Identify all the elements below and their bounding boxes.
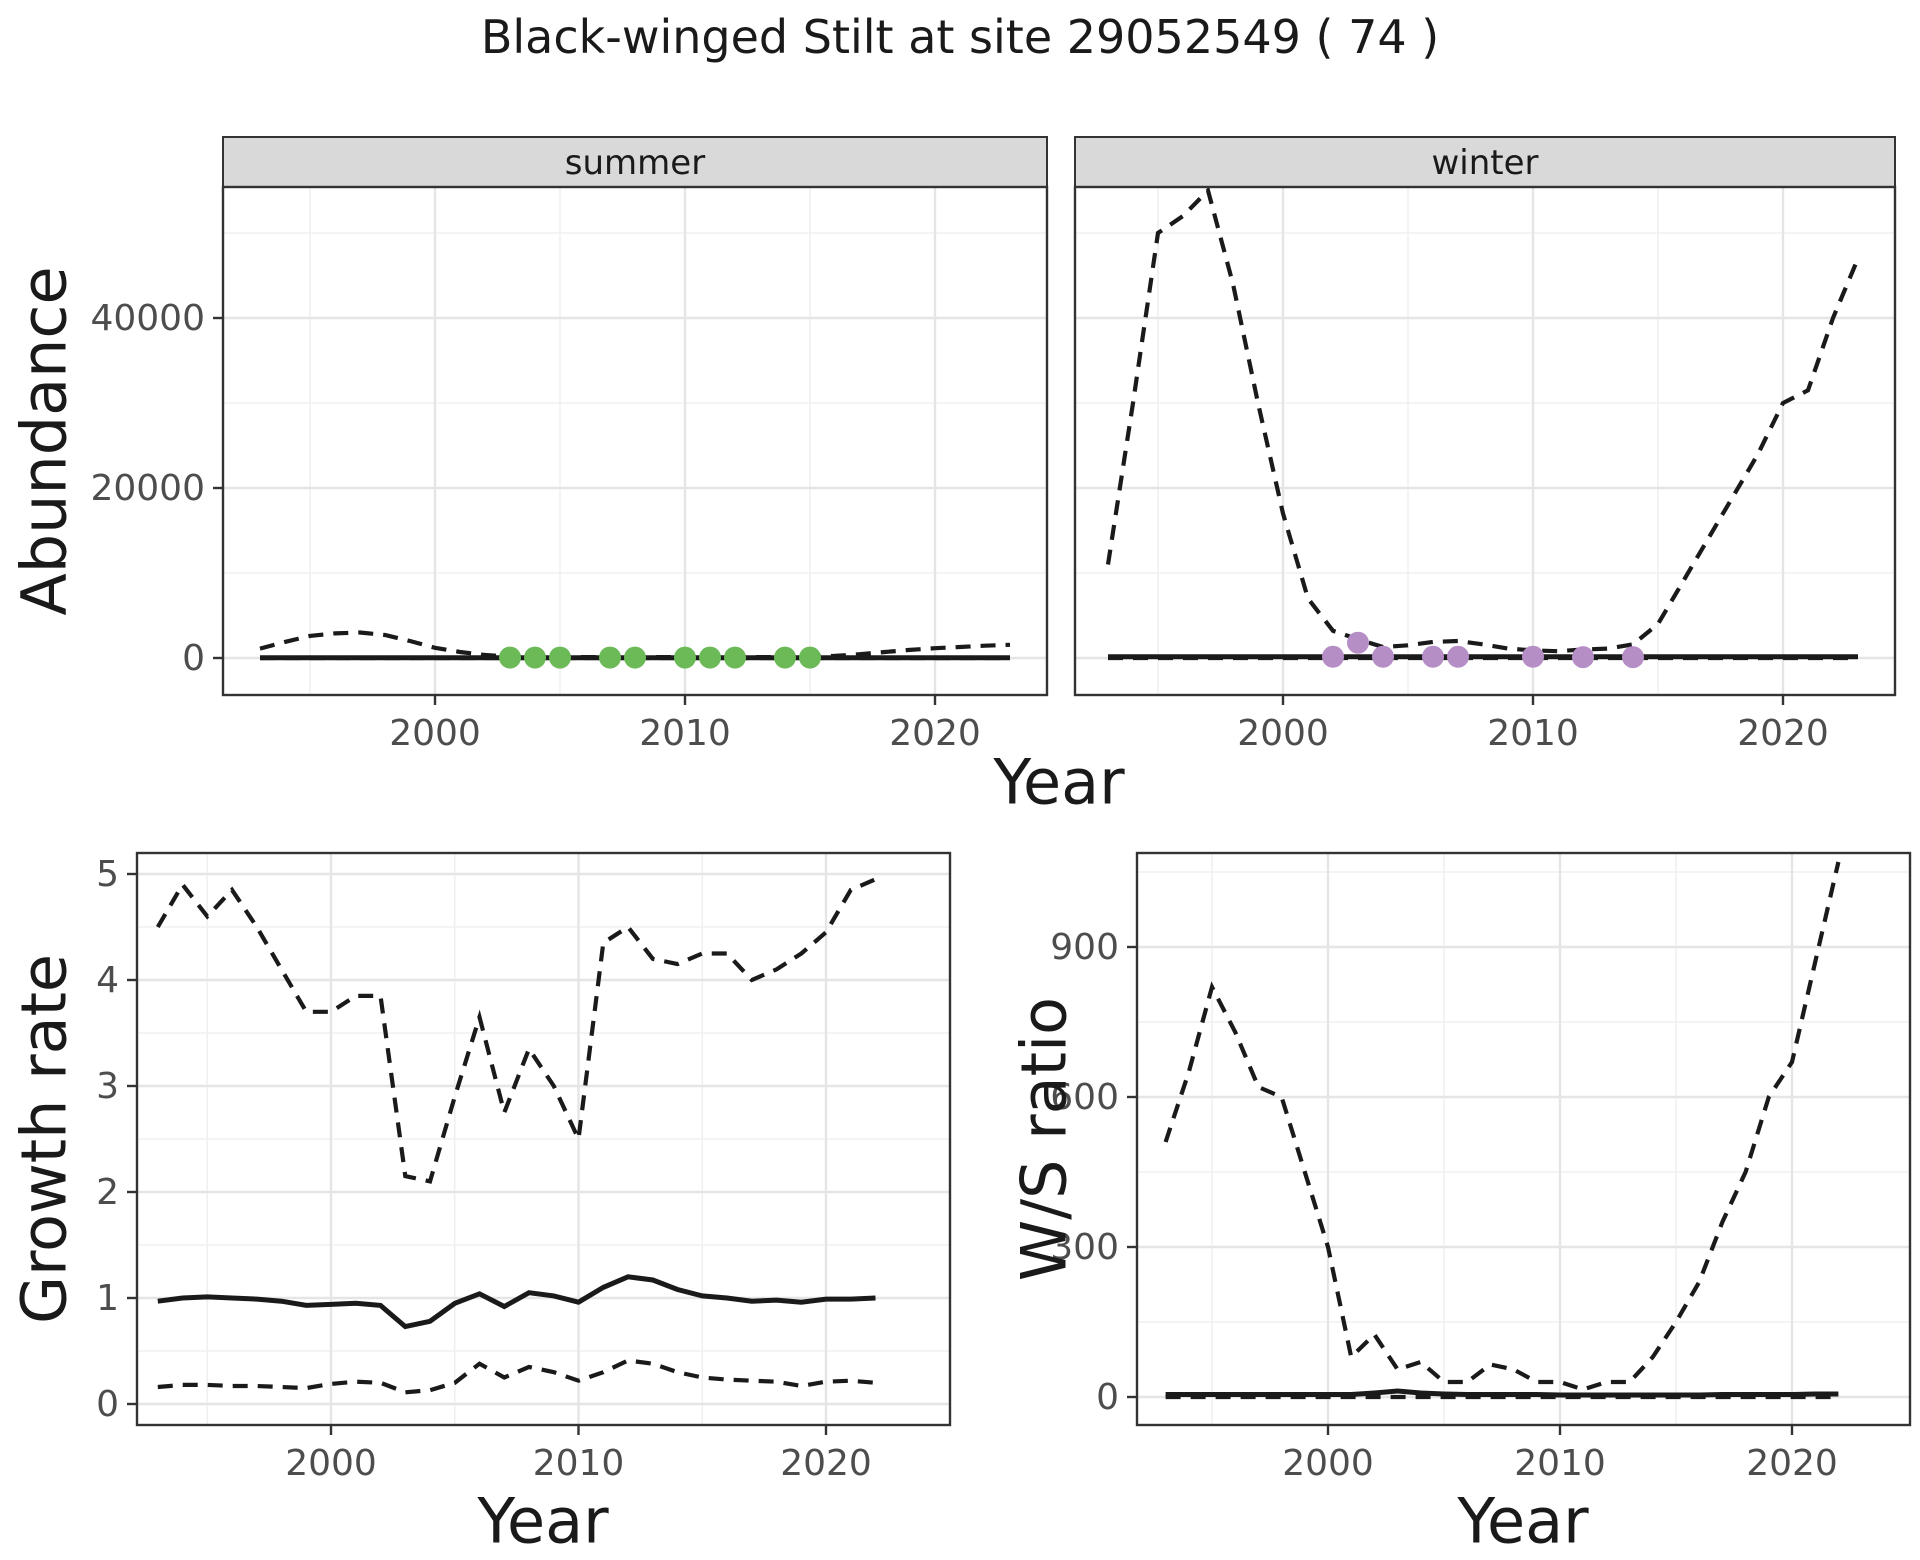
panel-border — [1073, 185, 1897, 697]
y-axis-title-ws-ratio: W/S ratio — [1007, 996, 1081, 1282]
x-axis-title-year-bottom-right: Year — [1457, 1484, 1589, 1558]
series-upper_95ci — [1163, 861, 1841, 1392]
y-tick-label: 40000 — [90, 298, 205, 339]
panel-border — [1135, 851, 1912, 1427]
series-group — [155, 877, 877, 1395]
x-tick-label: 2010 — [1487, 713, 1579, 754]
point-observed_counts — [1322, 645, 1344, 668]
y-tick-label: 0 — [182, 638, 205, 679]
y-axis-title-abundance: Abundance — [7, 266, 81, 616]
point-observed_counts — [774, 646, 796, 669]
point-observed_counts — [1422, 645, 1444, 668]
x-axis-title-year-top: Year — [993, 745, 1125, 819]
series-fitted — [1165, 1388, 1839, 1398]
point-observed_counts — [724, 646, 746, 669]
y-tick-label: 20000 — [90, 468, 205, 509]
facet-strip — [1074, 136, 1896, 188]
y-tick-label: 5 — [96, 854, 119, 895]
facet-strip-label-summer: summer — [564, 143, 706, 183]
panel-growth_rate: 2000 2010 2020 0 1 2 3 4 5 — [96, 851, 952, 1484]
point-observed_counts — [549, 646, 571, 669]
point-observed_counts — [1522, 645, 1544, 668]
chart-title: Black-winged Stilt at site 29052549 ( 74… — [480, 10, 1440, 64]
series-group — [1163, 861, 1841, 1400]
point-observed_counts — [1622, 646, 1644, 669]
y-tick-label: 600 — [1050, 1077, 1119, 1118]
panel-border — [135, 851, 952, 1427]
x-tick-label: 2000 — [389, 713, 481, 754]
point-observed_counts — [699, 646, 721, 669]
x-tick-label: 2000 — [285, 1443, 377, 1484]
point-observed_counts — [799, 646, 821, 669]
x-tick-label: 2000 — [1237, 713, 1329, 754]
panel-border — [221, 185, 1049, 697]
point-observed_counts — [524, 646, 546, 669]
panel-abundance_winter: 2000 2010 2020 — [1073, 136, 1897, 754]
y-tick-label: 3 — [96, 1066, 119, 1107]
point-observed_counts — [1347, 631, 1369, 654]
point-observed_counts — [1372, 645, 1394, 668]
y-axis-title-growth-rate: Growth rate — [7, 953, 81, 1325]
point-observed_counts — [624, 646, 646, 669]
x-tick-label: 2000 — [1282, 1443, 1374, 1484]
y-tick-label: 300 — [1050, 1227, 1119, 1268]
y-tick-label: 4 — [96, 960, 119, 1001]
y-tick-label: 2 — [96, 1172, 119, 1213]
x-tick-label: 2010 — [533, 1443, 625, 1484]
x-axis-title-year-bottom-left: Year — [477, 1484, 609, 1558]
facet-strip — [222, 136, 1048, 188]
series-upper_95ci — [1105, 187, 1860, 654]
x-tick-label: 2010 — [1514, 1443, 1606, 1484]
point-observed_counts — [1572, 646, 1594, 669]
point-observed_counts — [1447, 645, 1469, 668]
facet-strip-label-winter: winter — [1431, 143, 1539, 183]
y-tick-label: 0 — [96, 1384, 119, 1425]
series-upper_95ci — [155, 877, 877, 1184]
y-tick-label: 0 — [1096, 1377, 1119, 1418]
series-group — [259, 630, 1011, 669]
panel-ws_ratio: 2000 2010 2020 0 300 600 900 — [1050, 851, 1912, 1484]
series-lower_95ci — [157, 1358, 876, 1395]
y-tick-label: 1 — [96, 1278, 119, 1319]
x-tick-label: 2020 — [1737, 713, 1829, 754]
y-tick-label: 900 — [1050, 927, 1119, 968]
x-tick-label: 2020 — [889, 713, 981, 754]
series-group — [1105, 187, 1860, 669]
x-tick-label: 2020 — [1746, 1443, 1838, 1484]
point-observed_counts — [674, 646, 696, 669]
panel-abundance_summer: 2000 2010 2020 0 20000 40000 — [90, 136, 1049, 754]
point-observed_counts — [599, 646, 621, 669]
point-observed_counts — [499, 646, 521, 669]
series-fitted — [157, 1274, 876, 1330]
x-tick-label: 2020 — [780, 1443, 872, 1484]
x-tick-label: 2010 — [639, 713, 731, 754]
